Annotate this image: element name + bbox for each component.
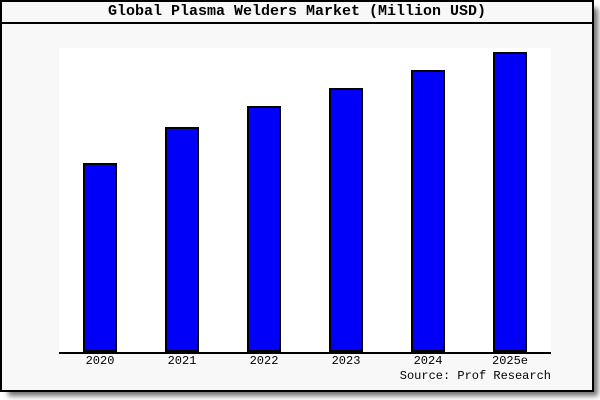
plot-area bbox=[59, 48, 551, 354]
bars-container bbox=[59, 48, 551, 352]
x-axis-label-2020: 2020 bbox=[85, 354, 115, 368]
x-axis-label-2024: 2024 bbox=[413, 354, 443, 368]
bar-2024 bbox=[411, 70, 445, 352]
chart-figure: Global Plasma Welders Market (Million US… bbox=[0, 0, 594, 392]
x-axis-label-2025e: 2025e bbox=[491, 354, 529, 368]
bar-2022 bbox=[247, 106, 281, 352]
x-axis-labels: 2020 2021 2022 2023 2024 2025e bbox=[59, 353, 551, 369]
chart-title: Global Plasma Welders Market (Million US… bbox=[107, 3, 487, 20]
x-axis-label-2023: 2023 bbox=[331, 354, 361, 368]
source-credit: Source: Prof Research bbox=[399, 369, 551, 383]
bar-2020 bbox=[83, 163, 117, 352]
bar-2025e bbox=[493, 52, 527, 352]
bar-2023 bbox=[329, 88, 363, 352]
bar-2021 bbox=[165, 127, 199, 352]
title-band: Global Plasma Welders Market (Million US… bbox=[2, 2, 592, 24]
x-axis-label-2021: 2021 bbox=[167, 354, 197, 368]
x-axis-label-2022: 2022 bbox=[249, 354, 279, 368]
